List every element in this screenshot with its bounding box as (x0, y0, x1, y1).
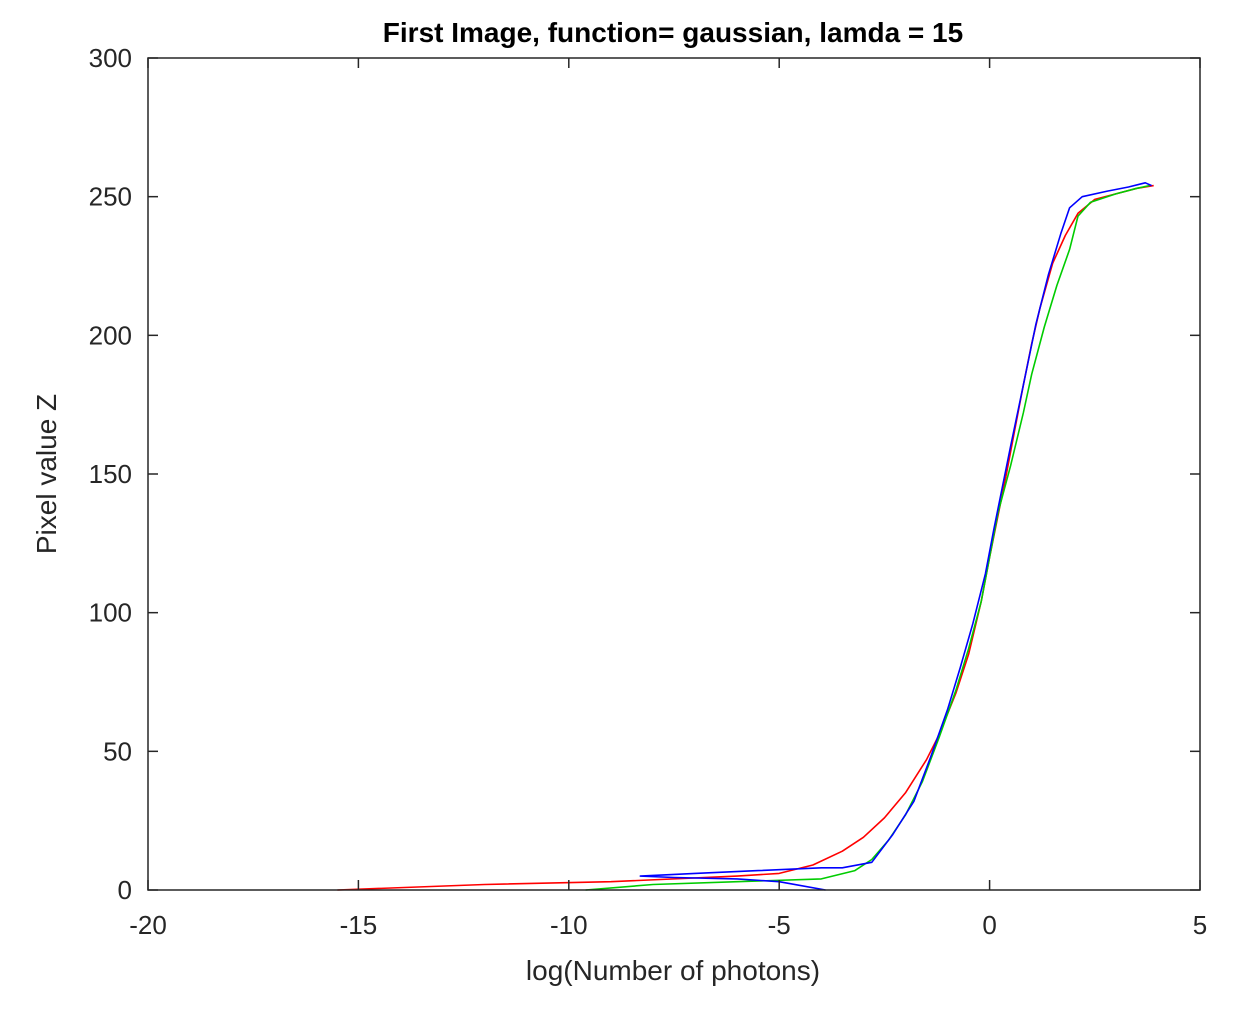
plot-area (148, 58, 1200, 890)
y-axis-label: Pixel value Z (31, 394, 62, 554)
chart-title: First Image, function= gaussian, lamda =… (383, 17, 963, 48)
x-tick-label: -15 (340, 910, 378, 940)
x-tick-label: -10 (550, 910, 588, 940)
y-tick-label: 250 (89, 182, 132, 212)
y-tick-label: 100 (89, 598, 132, 628)
x-tick-label: 0 (982, 910, 996, 940)
y-tick-label: 50 (103, 736, 132, 766)
x-tick-label: -5 (768, 910, 791, 940)
series-line-2 (585, 184, 1150, 891)
x-axis-label: log(Number of photons) (526, 955, 820, 986)
x-tick-label: -20 (129, 910, 167, 940)
series-layer (337, 182, 1154, 891)
y-tick-label: 150 (89, 459, 132, 489)
series-line-3 (639, 182, 1152, 891)
y-tick-label: 0 (118, 875, 132, 905)
x-tick-label: 5 (1193, 910, 1207, 940)
y-tick-label: 200 (89, 320, 132, 350)
y-tick-label: 300 (89, 43, 132, 73)
